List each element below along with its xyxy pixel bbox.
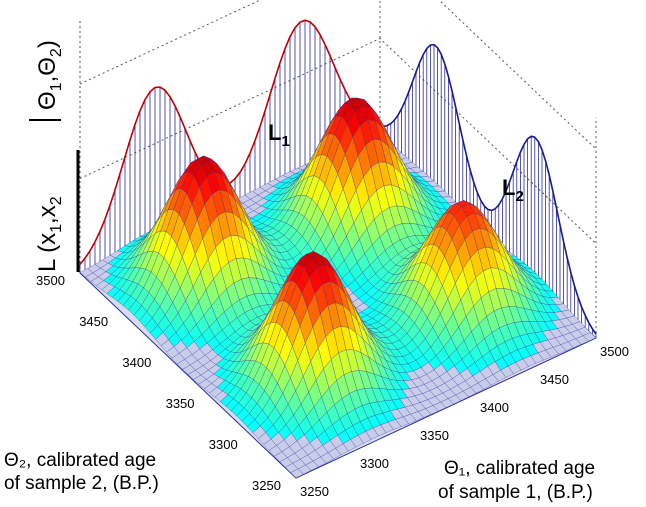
y-tick-label: 3400 xyxy=(122,355,151,370)
x-tick-label: 3450 xyxy=(540,372,569,387)
grid-line xyxy=(79,0,597,150)
mesh-cell xyxy=(290,468,304,479)
x-axis-title-line1: Θ₁, calibrated age xyxy=(444,458,595,479)
x-tick-label: 3250 xyxy=(300,484,329,499)
marginal-label-l1: L1 xyxy=(268,120,290,150)
y-axis-title-line1: Θ₂, calibrated age xyxy=(4,450,156,471)
x-tick-label: 3400 xyxy=(480,400,509,415)
x-tick-label: 3350 xyxy=(420,428,449,443)
y-tick-label: 3450 xyxy=(79,314,108,329)
y-tick-label: 3350 xyxy=(166,396,195,411)
x-tick-label: 3300 xyxy=(360,456,389,471)
y-axis-ticks: 3250 3300 3350 3400 3450 3500 xyxy=(36,273,281,493)
x-axis-ticks: 3250 3300 3350 3400 3450 3500 xyxy=(300,344,629,499)
surface-mesh xyxy=(79,97,597,479)
y-tick-label: 3300 xyxy=(209,437,238,452)
z-axis-label: L (x1,x2 Θ1,Θ2) xyxy=(29,40,65,272)
svg-text:L (x1,x2: L (x1,x2 xyxy=(34,196,65,272)
svg-text:Θ1,Θ2): Θ1,Θ2) xyxy=(34,40,65,110)
x-tick-label: 3500 xyxy=(600,344,629,359)
x-axis-title-line2: of sample 1, (B.P.) xyxy=(438,482,593,503)
y-tick-label: 3250 xyxy=(252,478,281,493)
marginal-curve xyxy=(379,43,597,335)
marginal-curve-l1 xyxy=(379,43,597,338)
marginal-label-l2: L2 xyxy=(502,175,524,205)
y-axis-title-line2: of sample 2, (B.P.) xyxy=(4,473,159,494)
y-tick-label: 3500 xyxy=(36,273,65,288)
